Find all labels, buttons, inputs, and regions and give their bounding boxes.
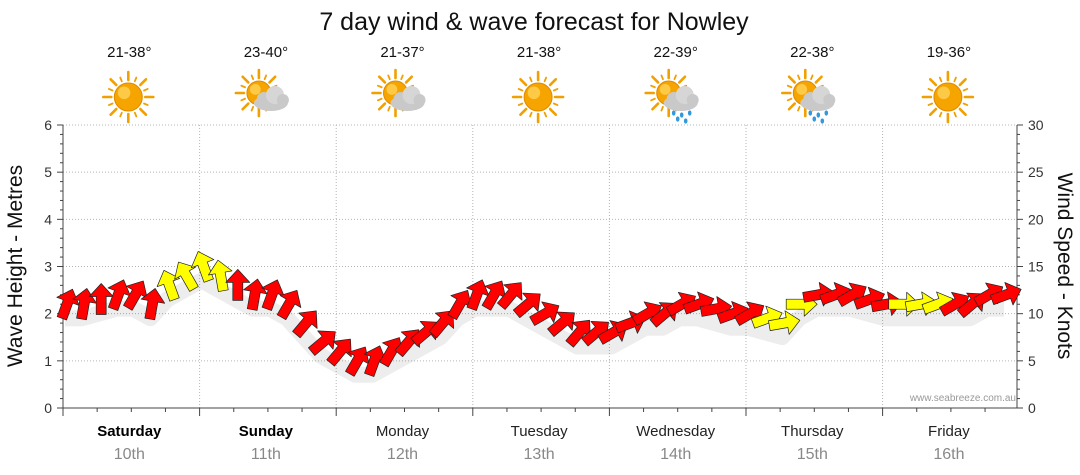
day-date-label: 14th [660, 446, 691, 463]
wind-arrow [547, 311, 575, 337]
day-name-label: Saturday [97, 423, 162, 440]
partly-cloudy-icon [234, 68, 289, 118]
y-tick-label-left: 2 [44, 306, 52, 322]
sun-icon [921, 70, 975, 124]
day-date-label: 16th [933, 446, 964, 463]
wind-arrow [734, 301, 765, 326]
y-tick-label-left: 6 [44, 117, 52, 133]
wind-arrow [565, 319, 591, 348]
day-name-label: Wednesday [636, 423, 715, 440]
wind-arrow [292, 310, 318, 339]
wind-arrow [836, 282, 867, 307]
y-tick-label-left: 1 [44, 353, 52, 369]
y-tick-label-right: 10 [1028, 306, 1044, 322]
wind-arrow [497, 282, 523, 310]
y-tick-label-left: 4 [44, 211, 52, 227]
sun-rain-icon [644, 68, 699, 124]
y-tick-label-right: 5 [1028, 353, 1036, 369]
day-date-label: 11th [251, 446, 281, 463]
day-headers: 21-38° 23-40° 21-37° 21-38° 22-39° 22-38° 19-3… [102, 44, 975, 124]
sun-icon [102, 70, 155, 124]
wind-arrow [140, 288, 166, 321]
day-name-label: Friday [928, 423, 970, 440]
temp-range-label: 19-36° [927, 44, 971, 61]
wind-arrow [174, 261, 199, 292]
wind-arrow [225, 269, 251, 301]
day-labels: Saturday 10th Sunday 11th Monday 12th Tuesday 1… [97, 423, 970, 463]
temp-range-label: 21-37° [380, 44, 424, 61]
day-date-label: 13th [524, 446, 555, 463]
partly-cloudy-icon [371, 68, 426, 118]
day-date-label: 12th [387, 446, 418, 463]
wind-arrow [345, 346, 370, 377]
day-name-label: Tuesday [511, 423, 568, 440]
day-name-label: Sunday [239, 423, 294, 440]
y-axis-left-label: Wave Height - Metres [4, 165, 27, 367]
wind-arrow [512, 292, 541, 319]
wind-arrow [481, 280, 507, 311]
wind-arrow [428, 310, 455, 339]
y-tick-label-right: 25 [1028, 164, 1044, 180]
wind-arrow [190, 251, 215, 283]
temp-range-label: 22-38° [790, 44, 834, 61]
wind-arrow [261, 279, 285, 311]
wind-arrow [466, 279, 490, 311]
sun-rain-icon [780, 68, 836, 124]
watermark-text: www.seabreeze.com.au [909, 393, 1016, 404]
temp-range-label: 22-39° [654, 44, 698, 61]
y-axis-right-label: Wind Speed - Knots [1053, 173, 1076, 360]
wind-arrow [156, 270, 181, 302]
wind-arrow [326, 338, 352, 367]
wind-arrow [989, 282, 1022, 306]
y-tick-label-right: 15 [1028, 259, 1044, 275]
grid-layer [63, 124, 1017, 408]
wind-arrows-layer [56, 251, 1022, 383]
wind-arrow [88, 283, 114, 315]
wind-arrow [363, 345, 387, 377]
day-name-label: Thursday [781, 423, 844, 440]
wind-arrow [768, 310, 801, 335]
wind-arrow [123, 280, 148, 311]
wind-arrow [107, 279, 131, 311]
wind-arrow [208, 259, 233, 292]
y-tick-label-left: 0 [44, 400, 52, 416]
day-name-label: Monday [376, 423, 430, 440]
axes-layer: 0 1 2 3 4 5 6 0 5 10 15 20 25 30 [44, 117, 1044, 416]
day-date-label: 10th [114, 446, 145, 463]
y-tick-label-left: 5 [44, 164, 52, 180]
wind-arrow [276, 289, 302, 321]
temp-range-label: 23-40° [244, 44, 288, 61]
y-tick-label-left: 3 [44, 259, 52, 275]
temp-range-label: 21-38° [107, 44, 151, 61]
sun-icon [511, 70, 565, 124]
chart-title: 7 day wind & wave forecast for Nowley [319, 8, 749, 36]
day-date-label: 15th [797, 446, 828, 463]
wind-arrow [243, 278, 268, 311]
temp-range-label: 21-38° [517, 44, 561, 61]
wind-arrow [529, 301, 560, 326]
wind-arrow [308, 330, 336, 356]
title-layer: 7 day wind & wave forecast for Nowley [319, 8, 749, 36]
y-tick-label-right: 30 [1028, 117, 1044, 133]
y-tick-label-right: 0 [1028, 400, 1036, 416]
y-tick-label-right: 20 [1028, 211, 1044, 227]
